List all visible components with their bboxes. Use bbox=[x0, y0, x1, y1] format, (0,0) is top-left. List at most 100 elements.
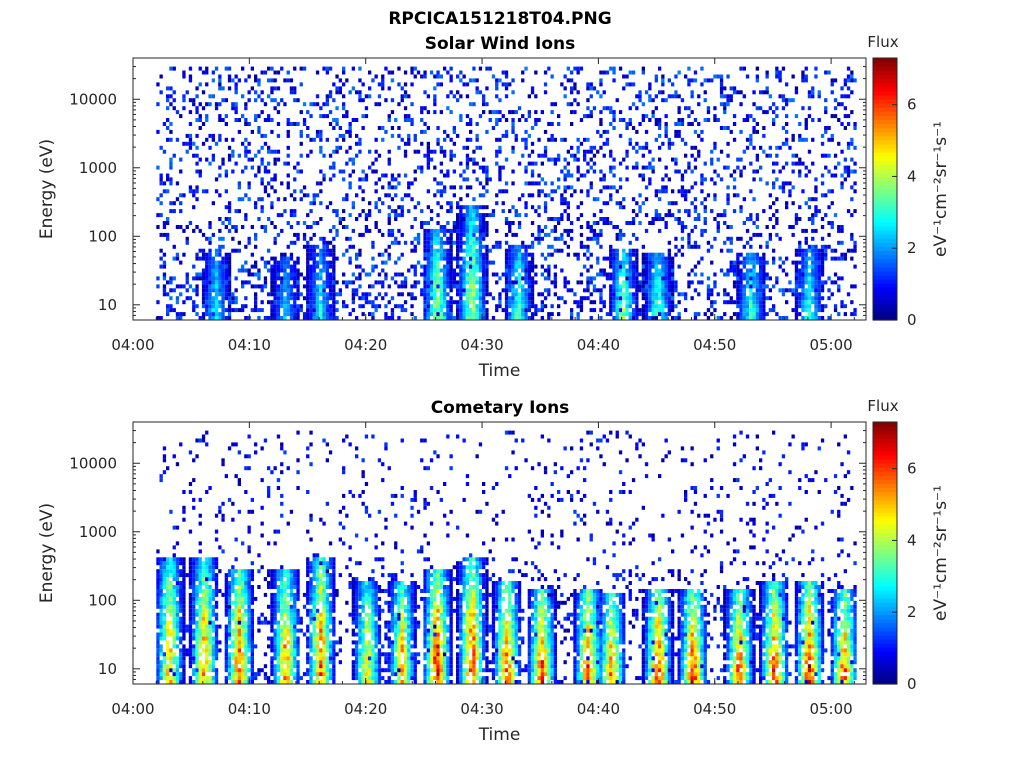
heatmap-cell bbox=[530, 300, 535, 305]
heatmap-cell bbox=[263, 260, 268, 265]
heatmap-cell bbox=[400, 94, 404, 99]
heatmap-cell bbox=[260, 205, 264, 210]
heatmap-cell bbox=[296, 221, 300, 225]
heatmap-cell bbox=[820, 304, 825, 309]
heatmap-cell bbox=[811, 252, 815, 257]
heatmap-cell bbox=[172, 565, 176, 570]
heatmap-cell bbox=[332, 98, 336, 103]
heatmap-cell bbox=[283, 316, 287, 320]
heatmap-cell bbox=[469, 157, 473, 162]
heatmap-cell bbox=[726, 236, 730, 241]
heatmap-cell bbox=[511, 300, 515, 305]
heatmap-cell bbox=[504, 217, 509, 221]
heatmap-cell bbox=[335, 308, 339, 313]
heatmap-cell bbox=[416, 280, 421, 285]
heatmap-cell bbox=[420, 165, 424, 170]
heatmap-cell bbox=[156, 316, 160, 320]
heatmap-cell bbox=[628, 137, 632, 142]
heatmap-cell bbox=[439, 189, 443, 194]
heatmap-cell bbox=[700, 201, 704, 206]
heatmap-cell bbox=[589, 316, 593, 320]
heatmap-cell bbox=[270, 268, 274, 273]
heatmap-cell bbox=[192, 632, 196, 637]
heatmap-cell bbox=[162, 181, 167, 186]
heatmap-cell bbox=[227, 74, 232, 79]
heatmap-cell bbox=[478, 145, 483, 150]
heatmap-cell bbox=[560, 213, 564, 218]
heatmap-cell bbox=[201, 256, 206, 261]
heatmap-cell bbox=[413, 133, 417, 138]
heatmap-cell bbox=[456, 280, 460, 285]
heatmap-cell bbox=[726, 248, 730, 253]
heatmap-cell bbox=[527, 280, 531, 285]
heatmap-cell bbox=[677, 94, 681, 99]
heatmap-cell bbox=[459, 94, 463, 99]
heatmap-cell bbox=[283, 264, 287, 269]
heatmap-cell bbox=[293, 98, 297, 103]
heatmap-cell bbox=[504, 232, 509, 237]
heatmap-cell bbox=[358, 232, 362, 237]
heatmap-cell bbox=[260, 181, 264, 186]
heatmap-cell bbox=[811, 137, 815, 142]
heatmap-cell bbox=[459, 221, 463, 225]
heatmap-cell bbox=[260, 145, 264, 150]
heatmap-cell bbox=[267, 193, 271, 198]
heatmap-cell bbox=[429, 240, 434, 245]
heatmap-cell bbox=[224, 264, 228, 269]
heatmap-cell bbox=[205, 260, 209, 265]
heatmap-cell bbox=[257, 217, 261, 221]
heatmap-cell bbox=[482, 228, 486, 233]
heatmap-cell bbox=[211, 312, 215, 317]
heatmap-cell bbox=[156, 616, 160, 621]
heatmap-cell bbox=[224, 260, 228, 265]
heatmap-cell bbox=[325, 98, 329, 103]
heatmap-cell bbox=[192, 300, 196, 305]
heatmap-cell bbox=[511, 129, 515, 134]
heatmap-cell bbox=[612, 225, 616, 229]
heatmap-cell bbox=[540, 304, 544, 309]
colorbar-segment bbox=[873, 168, 897, 174]
heatmap-cell bbox=[501, 82, 505, 87]
heatmap-cell bbox=[436, 256, 440, 261]
heatmap-cell bbox=[504, 284, 509, 289]
heatmap-cell bbox=[755, 316, 759, 320]
heatmap-cell bbox=[423, 240, 427, 245]
heatmap-cell bbox=[452, 284, 456, 289]
heatmap-cell bbox=[732, 268, 737, 273]
heatmap-cell bbox=[410, 82, 414, 87]
heatmap-cell bbox=[208, 300, 212, 305]
heatmap-cell bbox=[156, 680, 160, 684]
heatmap-cell bbox=[644, 185, 649, 190]
heatmap-cell bbox=[644, 316, 649, 320]
heatmap-cell bbox=[563, 284, 567, 289]
heatmap-cell bbox=[267, 260, 271, 265]
heatmap-cell bbox=[247, 240, 251, 245]
heatmap-cell bbox=[156, 284, 160, 289]
heatmap-cell bbox=[713, 114, 717, 119]
heatmap-cell bbox=[387, 217, 391, 221]
heatmap-cell bbox=[661, 292, 665, 297]
heatmap-cell bbox=[557, 185, 561, 190]
heatmap-cell bbox=[716, 316, 720, 320]
heatmap-cell bbox=[635, 256, 639, 261]
heatmap-cell bbox=[156, 557, 160, 562]
heatmap-cell bbox=[227, 268, 232, 273]
heatmap-cell bbox=[635, 272, 639, 277]
heatmap-cell bbox=[188, 596, 193, 601]
heatmap-cell bbox=[241, 197, 245, 202]
heatmap-cell bbox=[638, 98, 642, 103]
heatmap-cell bbox=[166, 173, 170, 178]
heatmap-cell bbox=[192, 573, 196, 578]
heatmap-cell bbox=[188, 529, 193, 534]
heatmap-cell bbox=[328, 304, 333, 309]
heatmap-cell bbox=[218, 193, 222, 198]
heatmap-cell bbox=[169, 201, 173, 206]
heatmap-cell bbox=[713, 300, 717, 305]
heatmap-cell bbox=[162, 232, 167, 237]
heatmap-cell bbox=[159, 177, 163, 182]
heatmap-cell bbox=[328, 90, 333, 95]
heatmap-cell bbox=[299, 133, 303, 138]
heatmap-cell bbox=[596, 272, 600, 277]
heatmap-cell bbox=[853, 126, 857, 130]
heatmap-cell bbox=[644, 312, 649, 317]
